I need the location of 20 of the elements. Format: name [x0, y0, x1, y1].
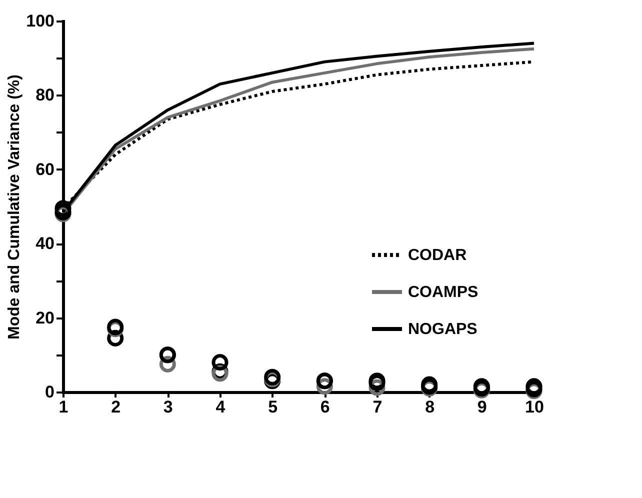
- y-axis-title: Mode and Cumulative Variance (%): [6, 74, 24, 340]
- x-tick-label: 6: [320, 398, 330, 416]
- x-tick-label: 7: [372, 398, 382, 416]
- x-tick-label: 10: [525, 398, 544, 416]
- y-tick-label: 40: [36, 234, 54, 254]
- x-tick-label: 1: [58, 398, 68, 416]
- y-tick-label: 20: [36, 308, 54, 328]
- y-tick-label: 100: [26, 12, 54, 30]
- x-tick-label: 2: [111, 398, 121, 416]
- x-tick-label: 3: [163, 398, 173, 416]
- y-tick-label: 60: [36, 160, 54, 179]
- x-tick-label: 4: [216, 398, 226, 416]
- y-tick-label: 80: [36, 86, 54, 105]
- legend-label: COAMPS: [408, 284, 479, 301]
- legend-label: NOGAPS: [408, 321, 478, 338]
- x-tick-label: 5: [268, 398, 278, 416]
- legend-label: CODAR: [408, 247, 468, 264]
- y-tick-label: 0: [45, 382, 54, 402]
- x-tick-label: 8: [425, 398, 435, 416]
- x-tick-label: 9: [477, 398, 487, 416]
